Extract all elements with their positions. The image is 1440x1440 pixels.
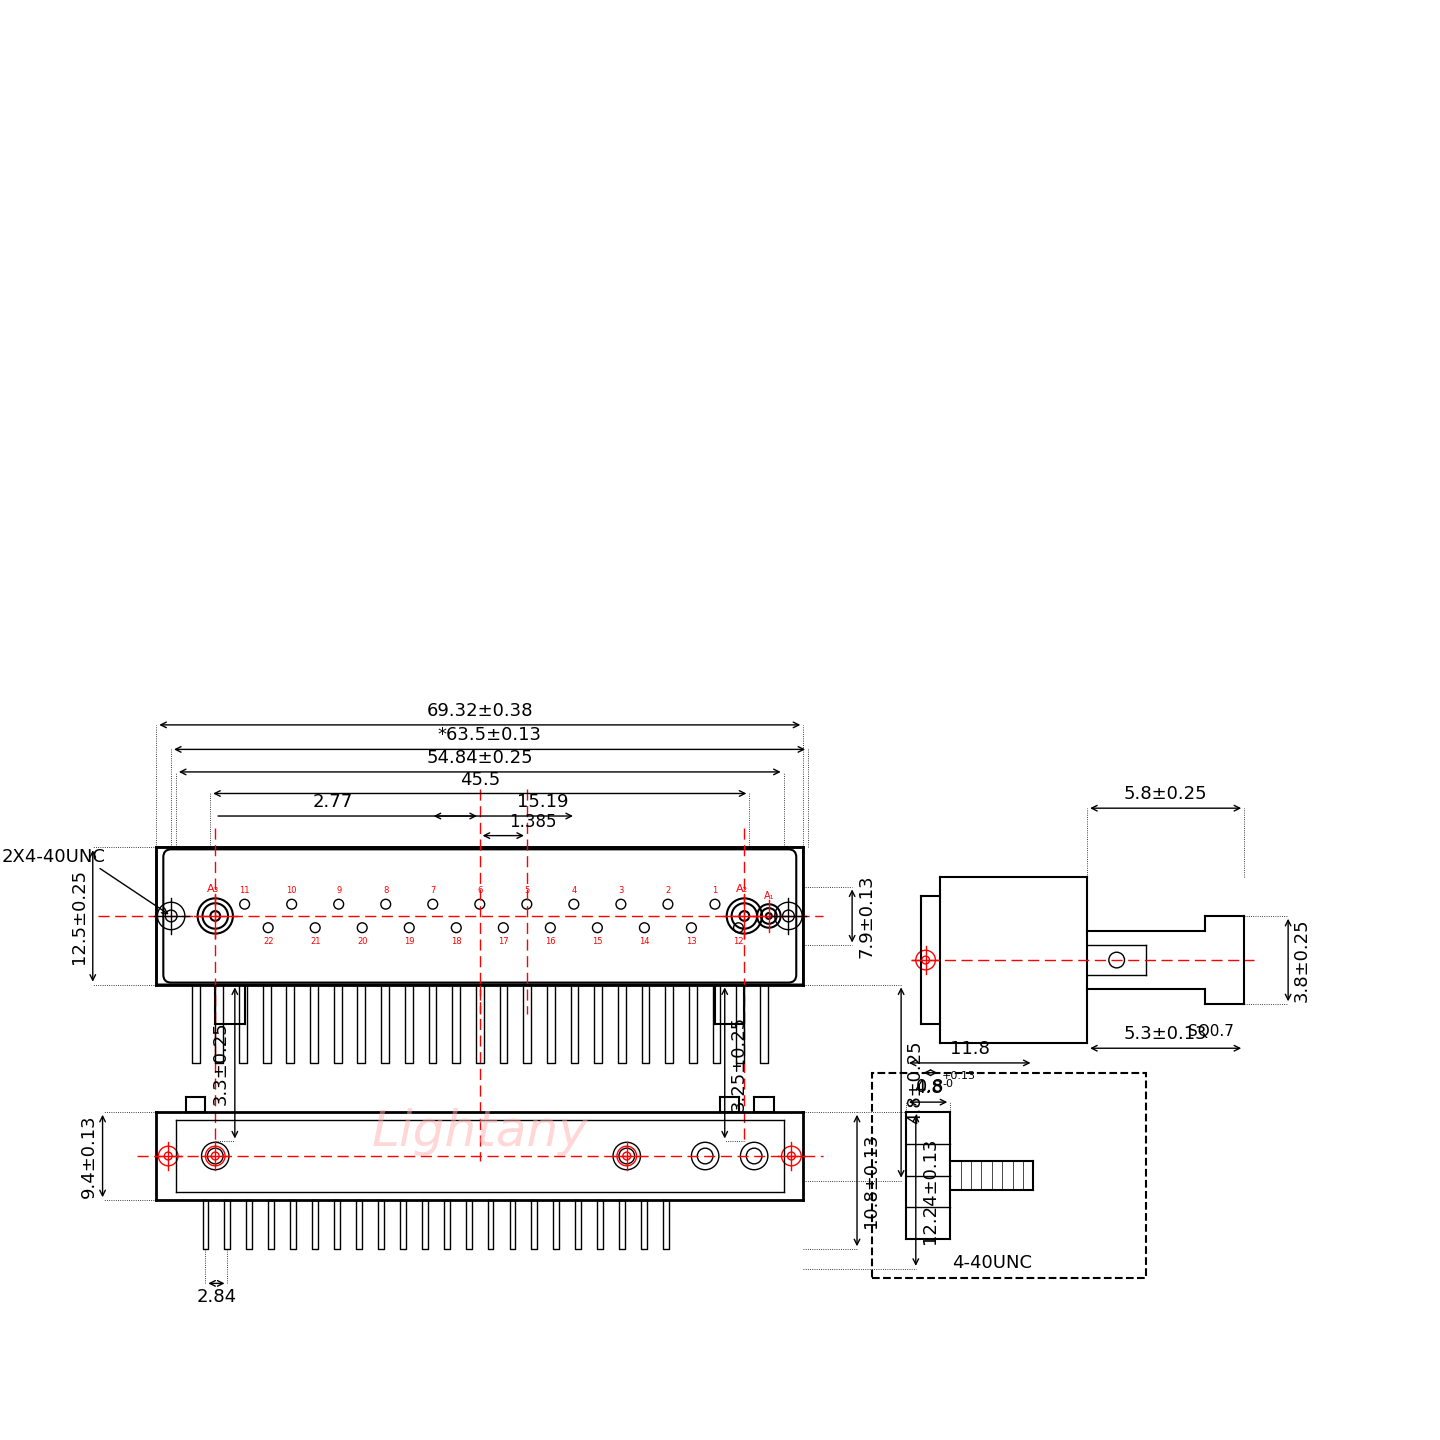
Text: 54.84±0.25: 54.84±0.25	[426, 749, 533, 768]
Text: 11: 11	[239, 887, 251, 896]
Text: 5: 5	[524, 887, 530, 896]
Text: 12.24±0.13: 12.24±0.13	[920, 1138, 939, 1244]
Text: 7: 7	[431, 887, 435, 896]
Text: 17: 17	[498, 936, 508, 946]
Text: 8: 8	[383, 887, 389, 896]
Text: 15.19: 15.19	[517, 793, 569, 811]
Text: 14: 14	[639, 936, 649, 946]
Text: 10: 10	[287, 887, 297, 896]
Text: 2.77: 2.77	[312, 793, 353, 811]
Text: 1: 1	[713, 887, 717, 896]
Text: 4: 4	[572, 887, 576, 896]
Text: 9.4±0.13: 9.4±0.13	[79, 1115, 98, 1198]
Text: 2X4-40UNC: 2X4-40UNC	[1, 848, 105, 867]
Text: 16: 16	[544, 936, 556, 946]
Text: 7.9±0.13: 7.9±0.13	[857, 874, 876, 958]
Text: 10.8±0.13: 10.8±0.13	[863, 1133, 880, 1228]
Text: 3.3±0.25: 3.3±0.25	[212, 1021, 230, 1104]
Text: A₁: A₁	[763, 891, 775, 901]
Text: 2.84: 2.84	[196, 1289, 236, 1306]
Text: 12: 12	[733, 936, 743, 946]
Text: 3.25±0.25: 3.25±0.25	[730, 1015, 747, 1110]
Text: 19: 19	[405, 936, 415, 946]
Text: 15: 15	[592, 936, 602, 946]
Text: 6: 6	[477, 887, 482, 896]
Text: 3: 3	[618, 887, 624, 896]
Text: 13: 13	[685, 936, 697, 946]
Text: A₃: A₃	[207, 884, 219, 894]
Text: 4-40UNC: 4-40UNC	[952, 1254, 1031, 1272]
Text: 4.8±0.25: 4.8±0.25	[906, 1041, 924, 1125]
Text: 21: 21	[310, 936, 321, 946]
Text: 4.8: 4.8	[914, 1079, 942, 1097]
Text: -0: -0	[942, 1079, 953, 1089]
Text: 45.5: 45.5	[459, 770, 500, 789]
Text: 1.385: 1.385	[508, 812, 556, 831]
Text: 18: 18	[451, 936, 462, 946]
Text: Lightany: Lightany	[372, 1107, 588, 1155]
Text: 3.8±0.25: 3.8±0.25	[1293, 919, 1310, 1002]
Text: 11.8: 11.8	[950, 1040, 989, 1058]
Text: 5.8±0.25: 5.8±0.25	[1123, 785, 1208, 804]
Text: A₂: A₂	[736, 884, 749, 894]
Text: +0.13: +0.13	[942, 1071, 976, 1080]
Text: 9: 9	[336, 887, 341, 896]
Text: 12.5±0.25: 12.5±0.25	[71, 868, 88, 963]
Text: *63.5±0.13: *63.5±0.13	[438, 727, 541, 744]
Text: 22: 22	[264, 936, 274, 946]
Bar	[871, 1073, 1146, 1279]
Text: 2: 2	[665, 887, 671, 896]
Text: 69.32±0.38: 69.32±0.38	[426, 703, 533, 720]
Text: 5.3±0.13: 5.3±0.13	[1123, 1025, 1208, 1044]
Text: SQ0.7: SQ0.7	[1188, 1024, 1234, 1038]
Text: 0.8: 0.8	[916, 1077, 945, 1096]
Text: 20: 20	[357, 936, 367, 946]
